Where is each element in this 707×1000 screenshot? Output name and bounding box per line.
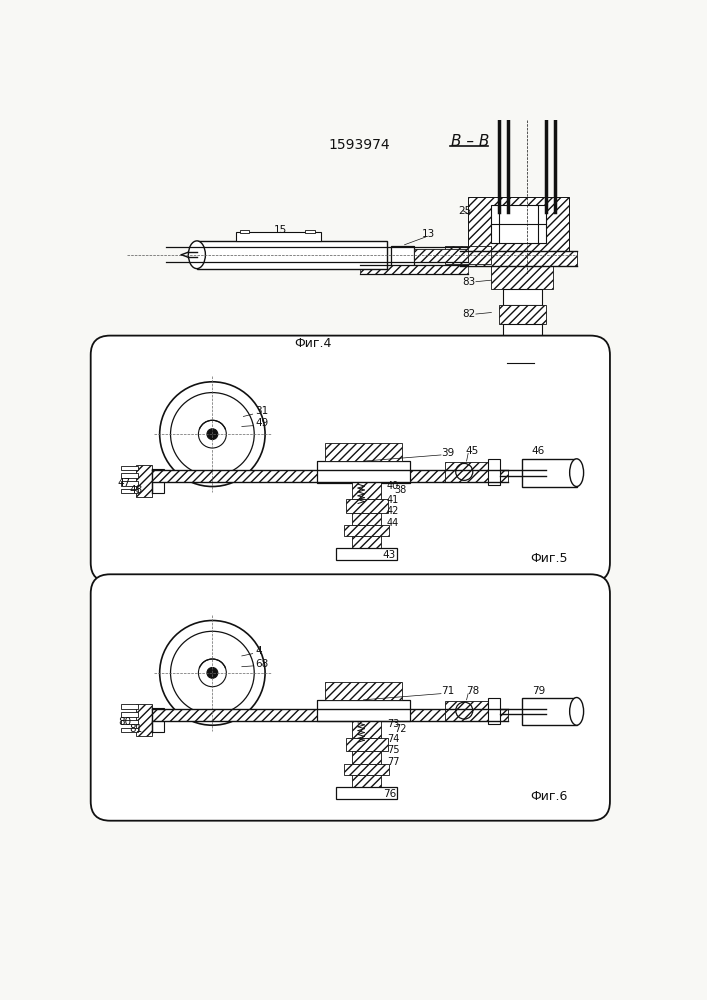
Polygon shape bbox=[352, 721, 381, 738]
Text: 13: 13 bbox=[421, 229, 435, 239]
Polygon shape bbox=[121, 728, 138, 732]
Polygon shape bbox=[197, 241, 387, 269]
Polygon shape bbox=[522, 698, 577, 725]
Text: Фиг.5: Фиг.5 bbox=[530, 552, 568, 565]
Text: 82: 82 bbox=[462, 309, 476, 319]
Polygon shape bbox=[491, 205, 546, 243]
Polygon shape bbox=[468, 197, 569, 251]
Text: B – B: B – B bbox=[451, 134, 489, 149]
Text: Фиг.6: Фиг.6 bbox=[530, 790, 568, 803]
Ellipse shape bbox=[188, 241, 206, 269]
Text: 81: 81 bbox=[129, 724, 143, 734]
Polygon shape bbox=[491, 266, 554, 289]
Polygon shape bbox=[121, 473, 138, 478]
Text: 4: 4 bbox=[255, 646, 262, 656]
Polygon shape bbox=[488, 698, 500, 724]
Polygon shape bbox=[317, 700, 410, 721]
Polygon shape bbox=[325, 443, 402, 461]
Polygon shape bbox=[352, 774, 381, 787]
Polygon shape bbox=[344, 525, 389, 536]
Polygon shape bbox=[317, 461, 410, 483]
Circle shape bbox=[207, 667, 218, 678]
Polygon shape bbox=[460, 251, 577, 266]
Polygon shape bbox=[121, 481, 138, 486]
Polygon shape bbox=[235, 232, 321, 241]
Polygon shape bbox=[522, 459, 577, 487]
Text: 45: 45 bbox=[466, 446, 479, 456]
Text: 38: 38 bbox=[395, 485, 407, 495]
Polygon shape bbox=[344, 764, 389, 774]
Text: 31: 31 bbox=[255, 406, 268, 416]
Text: 75: 75 bbox=[387, 745, 399, 755]
Polygon shape bbox=[352, 536, 381, 548]
Text: 71: 71 bbox=[441, 686, 455, 696]
Polygon shape bbox=[503, 324, 542, 339]
Polygon shape bbox=[317, 461, 410, 483]
Polygon shape bbox=[240, 230, 249, 233]
Text: 42: 42 bbox=[387, 506, 399, 516]
Text: 43: 43 bbox=[383, 550, 396, 560]
Polygon shape bbox=[346, 738, 387, 751]
Polygon shape bbox=[121, 720, 138, 724]
FancyBboxPatch shape bbox=[90, 574, 610, 821]
Text: 79: 79 bbox=[532, 686, 545, 696]
Text: 1593974: 1593974 bbox=[329, 138, 390, 152]
Polygon shape bbox=[488, 459, 500, 485]
Polygon shape bbox=[445, 246, 491, 264]
Text: 68: 68 bbox=[255, 659, 268, 669]
Polygon shape bbox=[499, 305, 546, 324]
Polygon shape bbox=[510, 351, 530, 363]
Ellipse shape bbox=[570, 698, 583, 725]
Polygon shape bbox=[121, 466, 138, 470]
Text: 25: 25 bbox=[458, 206, 472, 216]
Polygon shape bbox=[136, 704, 152, 736]
Text: 46: 46 bbox=[532, 446, 545, 456]
Text: 80: 80 bbox=[118, 717, 131, 727]
Text: 49: 49 bbox=[255, 418, 268, 428]
Text: 73: 73 bbox=[387, 719, 399, 729]
Polygon shape bbox=[491, 336, 554, 351]
FancyBboxPatch shape bbox=[90, 336, 610, 582]
Polygon shape bbox=[337, 787, 397, 799]
Text: 39: 39 bbox=[441, 448, 455, 458]
Text: 47: 47 bbox=[118, 478, 131, 488]
Text: 48: 48 bbox=[129, 485, 143, 495]
Polygon shape bbox=[305, 230, 315, 233]
Polygon shape bbox=[360, 265, 468, 274]
Text: 83: 83 bbox=[462, 277, 476, 287]
Polygon shape bbox=[152, 709, 508, 721]
Polygon shape bbox=[346, 499, 387, 513]
Polygon shape bbox=[152, 469, 163, 493]
Text: 40: 40 bbox=[387, 481, 399, 491]
Polygon shape bbox=[136, 465, 152, 497]
Polygon shape bbox=[317, 700, 410, 721]
Text: 72: 72 bbox=[395, 724, 407, 734]
Polygon shape bbox=[445, 701, 488, 721]
Text: 15: 15 bbox=[274, 225, 287, 235]
Text: Фиг.4: Фиг.4 bbox=[294, 337, 332, 350]
Polygon shape bbox=[152, 470, 508, 482]
Polygon shape bbox=[121, 712, 138, 717]
Text: 77: 77 bbox=[387, 757, 399, 767]
Ellipse shape bbox=[570, 459, 583, 487]
Polygon shape bbox=[391, 246, 414, 266]
Polygon shape bbox=[121, 704, 138, 709]
Polygon shape bbox=[337, 548, 397, 560]
Text: 76: 76 bbox=[383, 789, 396, 799]
Polygon shape bbox=[503, 289, 542, 305]
Polygon shape bbox=[352, 482, 381, 499]
Polygon shape bbox=[121, 489, 138, 493]
Text: 74: 74 bbox=[387, 734, 399, 744]
Polygon shape bbox=[391, 246, 414, 266]
Text: 44: 44 bbox=[387, 518, 399, 528]
Polygon shape bbox=[414, 249, 468, 262]
Polygon shape bbox=[445, 462, 488, 482]
Polygon shape bbox=[152, 708, 163, 732]
Polygon shape bbox=[325, 682, 402, 700]
Polygon shape bbox=[352, 751, 381, 764]
Text: 41: 41 bbox=[387, 495, 399, 505]
Polygon shape bbox=[352, 513, 381, 525]
Text: 78: 78 bbox=[466, 686, 479, 696]
Circle shape bbox=[207, 429, 218, 440]
